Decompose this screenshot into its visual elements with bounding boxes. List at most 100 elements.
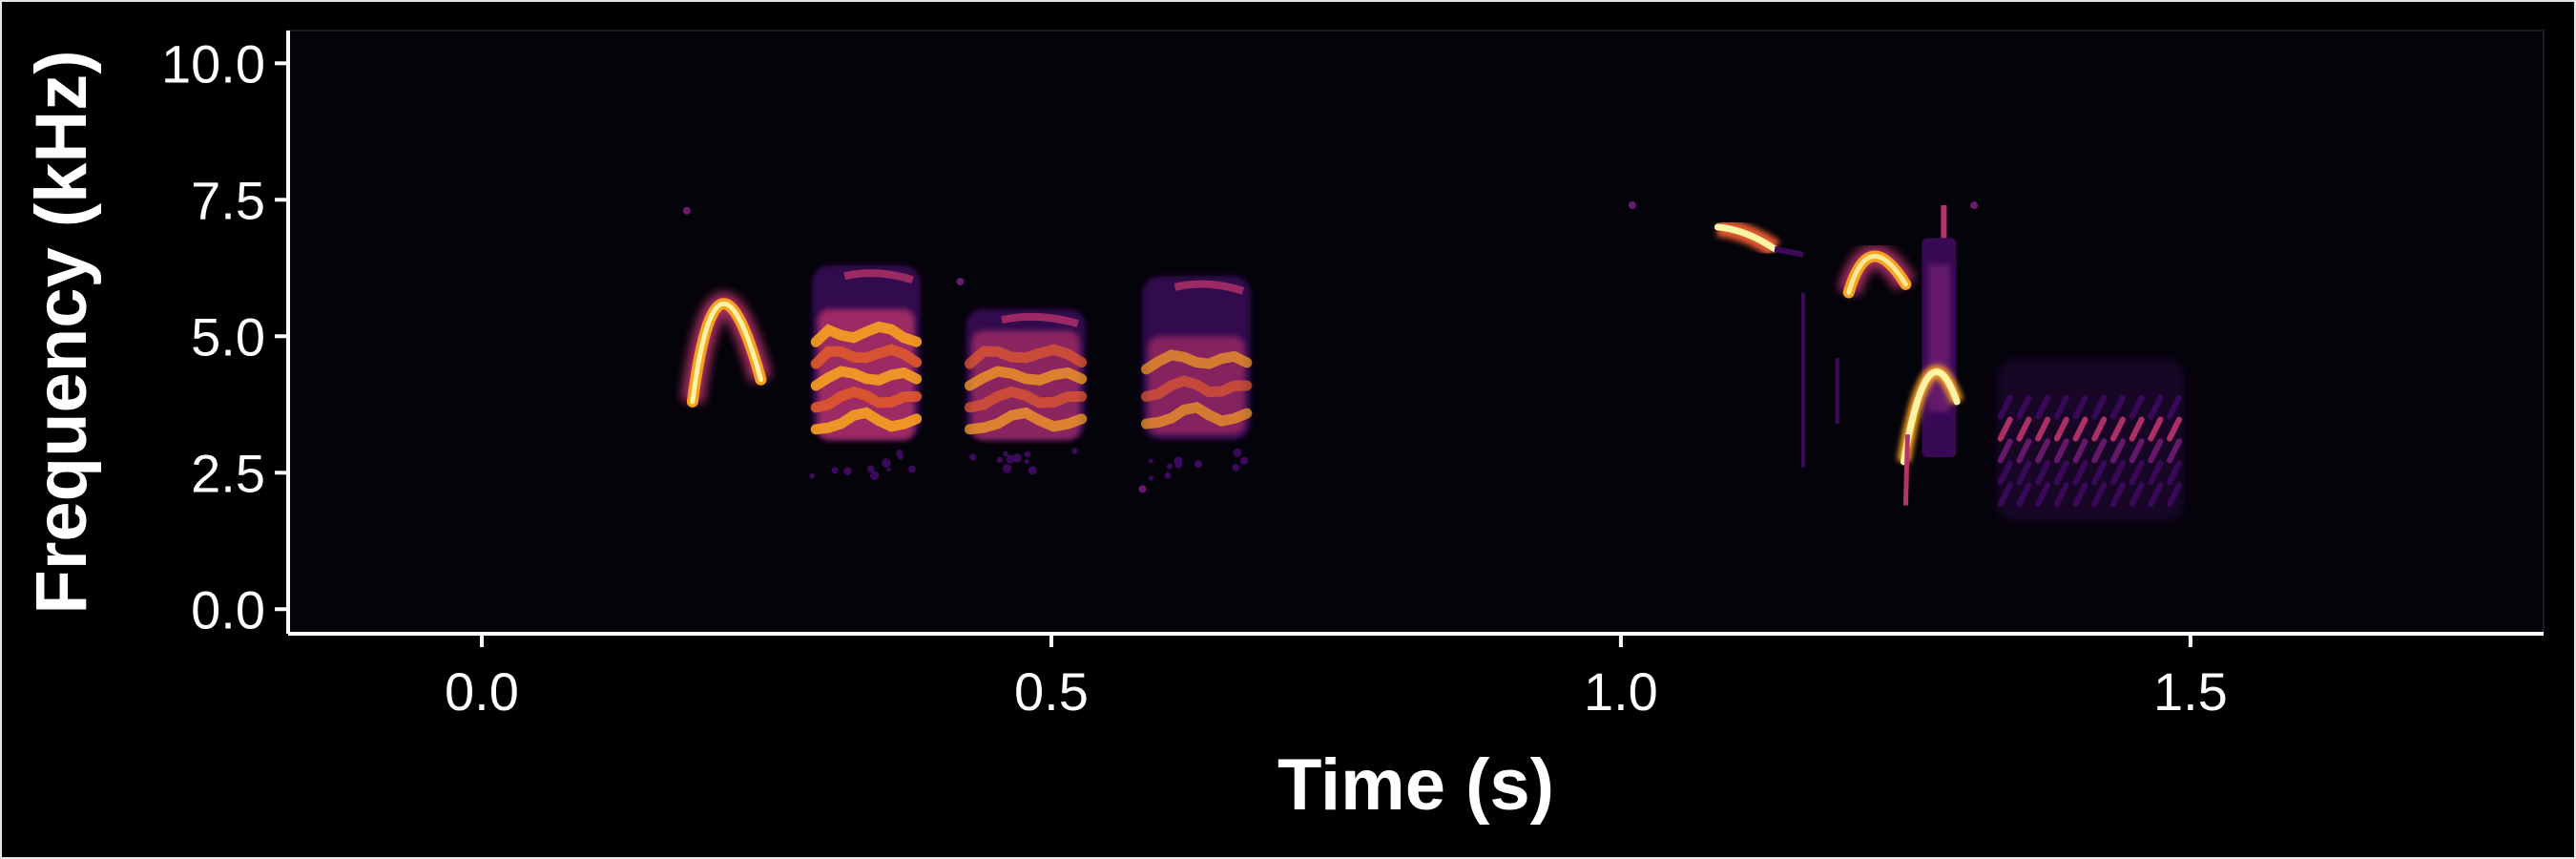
trill-pulse (2035, 438, 2051, 464)
y-axis-ticks: 0.0 2.5 5.0 7.5 10.0 (161, 33, 288, 639)
noise-speck (956, 278, 965, 286)
trill-pulse (2167, 394, 2183, 420)
syllable-5 (1714, 217, 1804, 258)
syllable-6 (1838, 244, 1916, 299)
trill-pulse (2016, 416, 2032, 442)
trill-pulse (2091, 460, 2108, 486)
trill-pulse (2016, 438, 2032, 464)
noise-speck (1003, 450, 1008, 457)
trill-pulse (2016, 460, 2032, 486)
noise-speck (1024, 450, 1031, 458)
trill-pulse (2109, 394, 2126, 420)
harmonic-band (1140, 401, 1253, 430)
x-tick-label: 0.0 (445, 661, 519, 722)
trill-pulse (2109, 460, 2126, 486)
noise-speck (1239, 456, 1249, 465)
noise-speck (1012, 452, 1022, 463)
noise-speck (1138, 485, 1147, 493)
upper-harmonic (843, 269, 914, 284)
harmonic-band (810, 407, 923, 435)
harmonic-band (1140, 349, 1253, 375)
y-axis-title: Frequency (kHz) (21, 50, 102, 614)
trill-pulse (2109, 416, 2126, 442)
trill-pulse (2072, 438, 2088, 464)
trill-pulse (2148, 438, 2164, 464)
trill-pulse (2053, 394, 2069, 420)
trill-pulse (1997, 460, 2013, 486)
noise-speck (809, 472, 816, 479)
noise-speck (1970, 201, 1979, 210)
syllable-2 (809, 264, 923, 481)
sweep-tail (1774, 245, 1804, 258)
trill-pulse (1997, 394, 2013, 420)
trill-pulse (2129, 394, 2145, 420)
trill-pulse (2129, 482, 2145, 508)
trill-pulse (2072, 460, 2088, 486)
trill-pulse (2035, 460, 2051, 486)
noise-speck (866, 465, 875, 473)
x-tick-label: 1.5 (2153, 661, 2228, 722)
trill-pulse (2129, 460, 2145, 486)
sweep-core (1714, 223, 1778, 253)
noise-speck (1024, 459, 1029, 465)
syllable-7 (1897, 205, 1963, 506)
trill-pulse (2091, 438, 2108, 464)
trill-pulse (2091, 394, 2108, 420)
trill-pulse (2035, 394, 2051, 420)
noise-speck (1166, 463, 1173, 470)
trill-pulse (2072, 416, 2088, 442)
noise-speck (1233, 448, 1242, 457)
x-axis-ticks: 0.0 0.5 1.0 1.5 (445, 634, 2228, 722)
trill-pulse (2109, 438, 2126, 464)
noise-speck (896, 450, 904, 457)
noise-speck (886, 467, 891, 472)
noise-speck (969, 453, 977, 461)
trill-pulse (2167, 416, 2183, 442)
harmonic-band (1140, 375, 1253, 402)
y-tick-label: 0.0 (191, 579, 265, 639)
trill-pulse (2148, 460, 2164, 486)
trill-pulse (2091, 416, 2108, 442)
harmonic-band (964, 386, 1088, 413)
noise-speck (1002, 464, 1012, 473)
trill-pulse (2016, 394, 2032, 420)
upper-harmonic (1001, 312, 1079, 327)
trill-pulse (2053, 416, 2069, 442)
plot-area (287, 30, 2545, 635)
harmonic-band (810, 321, 923, 347)
low-streak (1902, 434, 1910, 506)
trill-pulse (2053, 438, 2069, 464)
trill-pulse (2053, 460, 2069, 486)
y-tick-label: 7.5 (191, 170, 265, 230)
trill-pulse (1997, 416, 2013, 442)
trill-pulse (2072, 394, 2088, 420)
noise-speck (831, 467, 839, 474)
noise-speck (882, 458, 891, 468)
noise-speck (1628, 201, 1636, 210)
trill-pulse (2109, 482, 2126, 508)
trill-pulse (2053, 482, 2069, 508)
x-axis-title: Time (s) (1278, 744, 1554, 826)
y-tick-label: 2.5 (191, 443, 265, 503)
noise-speck (1194, 460, 1203, 469)
syllable-3 (964, 308, 1088, 475)
trill-pulse (2091, 482, 2108, 508)
harmonic-band (964, 407, 1088, 435)
noise-speck (682, 206, 691, 215)
trill-pulse (2148, 482, 2164, 508)
trill-pulse (2072, 482, 2088, 508)
trill-pulse (2129, 438, 2145, 464)
noise-speck (869, 471, 880, 481)
arch-core (1900, 368, 1961, 466)
upper-harmonic (1174, 280, 1245, 295)
trill-pulse (2167, 482, 2183, 508)
trill-pulse (2035, 416, 2051, 442)
trill-pulse (2148, 394, 2164, 420)
x-tick-label: 0.5 (1014, 661, 1089, 722)
noise-speck (1006, 454, 1015, 464)
arch-core (690, 301, 763, 405)
y-tick-label: 5.0 (191, 306, 265, 367)
noise-speck (1174, 456, 1183, 466)
noise-speck (1148, 475, 1153, 481)
noise-speck (907, 465, 916, 473)
